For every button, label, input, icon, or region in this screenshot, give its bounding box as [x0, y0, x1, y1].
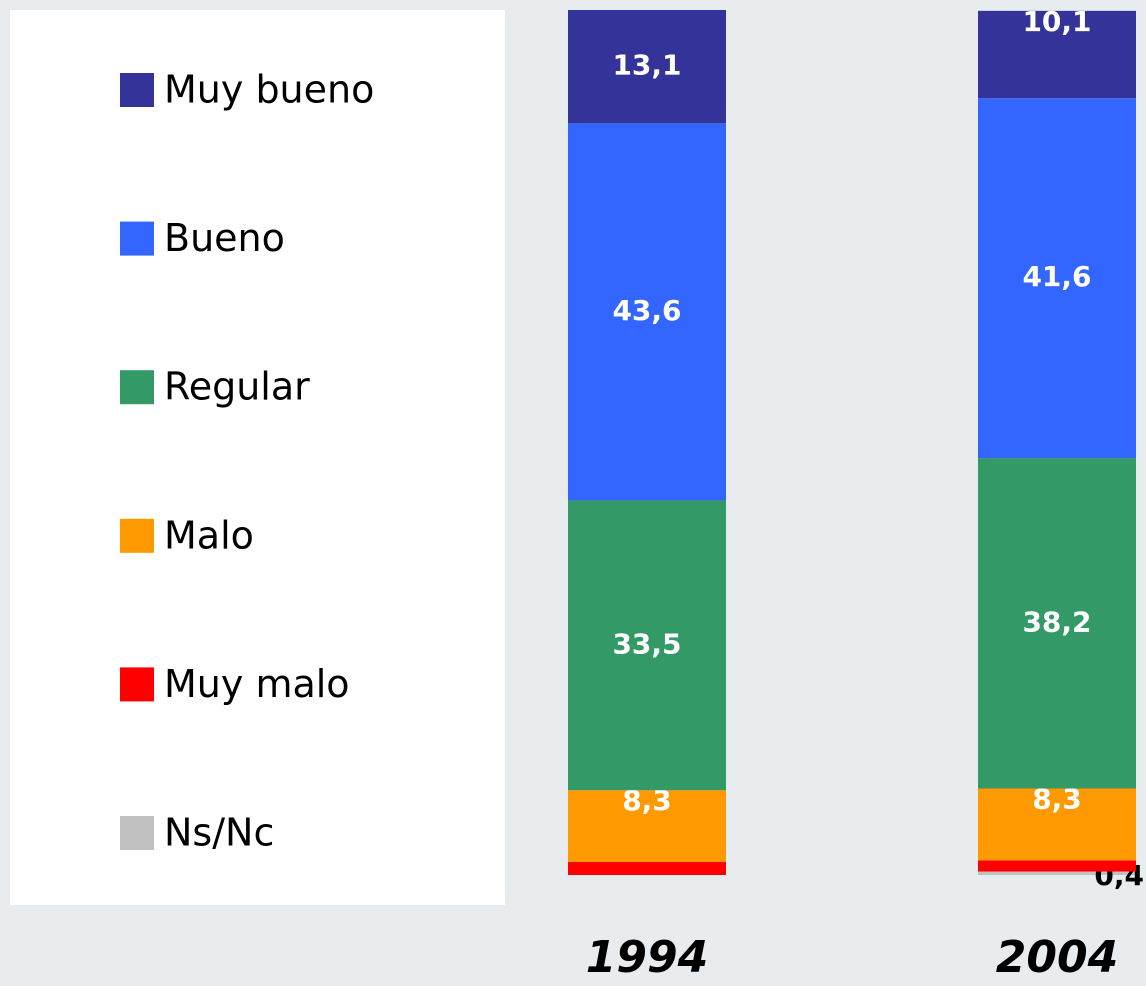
- bar-segment: [568, 790, 726, 863]
- legend-swatch: [120, 667, 154, 702]
- bar-segment: [978, 10, 1136, 99]
- value-label: 10,1: [1022, 5, 1091, 38]
- legend-swatch: [120, 816, 154, 850]
- legend-swatch: [120, 370, 154, 405]
- bar-segment: [978, 788, 1136, 861]
- bar-segment: [978, 860, 1136, 872]
- legend-swatch: [120, 221, 154, 256]
- value-label: 43,6: [612, 294, 681, 327]
- legend-swatch: [120, 73, 154, 107]
- value-label: 33,5: [612, 627, 681, 660]
- value-label: 38,2: [1022, 605, 1091, 638]
- value-label: 41,6: [1022, 260, 1091, 293]
- value-label: 13,1: [612, 49, 681, 82]
- legend-label: Muy bueno: [164, 68, 374, 112]
- legend-panel: [10, 10, 505, 905]
- legend-swatch: [120, 518, 154, 553]
- legend-label: Bueno: [164, 216, 285, 260]
- bar-segment: [978, 458, 1136, 789]
- category-label: 1994: [586, 932, 708, 983]
- bar-segment: [568, 862, 726, 875]
- legend-label: Regular: [164, 365, 310, 409]
- bar-segment: [568, 500, 726, 791]
- bar-segment: [568, 10, 726, 124]
- bar-segment: [978, 98, 1136, 459]
- legend-label: Ns/Nc: [164, 811, 274, 855]
- bar-segment: [978, 871, 1136, 875]
- legend-label: Muy malo: [164, 662, 350, 706]
- bar-segment: [568, 123, 726, 501]
- legend-label: Malo: [164, 513, 254, 557]
- category-label: 2004: [996, 932, 1118, 983]
